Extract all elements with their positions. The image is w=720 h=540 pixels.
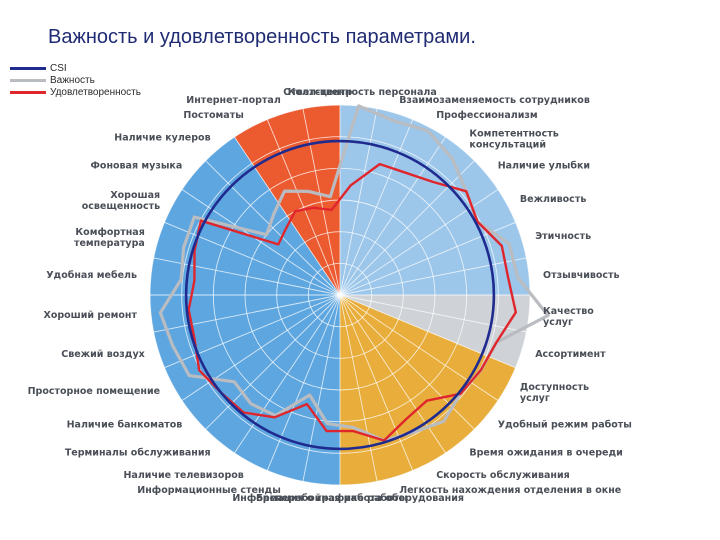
legend-item-csi: CSI (10, 62, 141, 74)
category-label-12: Удобный режим работы (498, 419, 632, 430)
grid-spoke-10 (339, 294, 527, 333)
grid-spoke-7 (339, 221, 516, 296)
category-label-14: Скорость обслуживания (436, 470, 570, 481)
grid-spoke-29 (205, 160, 341, 296)
grid-spoke-27 (164, 221, 341, 296)
chart-sector-5 (234, 105, 340, 295)
legend-label-importance: Важность (50, 74, 95, 86)
legend-label-satisfaction: Удовлетворенность (50, 86, 141, 98)
grid-spoke-8 (339, 257, 527, 296)
category-label-25: Удобная мебель (46, 270, 137, 281)
legend-item-satisfaction: Удовлетворенность (10, 86, 141, 98)
legend-item-importance: Важность (10, 74, 141, 86)
grid-spoke-19 (266, 294, 341, 471)
category-label-5: Наличие улыбки (498, 161, 590, 172)
series-line-csi (184, 139, 496, 451)
category-label-9: Качество услуг (543, 306, 594, 328)
category-label-28: Фоновая музыка (91, 161, 183, 172)
grid-spoke-28 (181, 189, 341, 296)
grid-spoke-4 (339, 136, 446, 296)
category-label-20: Терминалы обслуживания (65, 448, 211, 459)
category-label-10: Ассортимент (535, 349, 606, 360)
category-label-3: Профессионализм (436, 110, 537, 121)
category-label-21: Наличие банкоматов (67, 419, 183, 430)
grid-spoke-21 (205, 294, 341, 430)
category-label-8: Отзывчивость (543, 270, 620, 281)
category-label-13: Время ожидания в очереди (469, 448, 622, 459)
grid-spoke-32 (302, 108, 341, 296)
grid-spoke-16 (339, 294, 378, 482)
legend-swatch-importance (10, 78, 46, 82)
category-label-29: Наличие кулеров (114, 132, 210, 143)
category-label-32: Колл-центр (288, 87, 353, 98)
category-label-11: Доступность услуг (520, 382, 589, 404)
chart-sector-2 (340, 295, 530, 368)
grid-spoke-22 (181, 294, 341, 401)
category-label-31: Интернет-портал (186, 95, 281, 106)
legend: CSI Важность Удовлетворенность (10, 62, 141, 98)
category-label-30: Постоматы (183, 110, 243, 121)
category-label-15: Легкость нахождения отделения в окне (399, 485, 621, 496)
category-label-6: Вежливость (520, 194, 586, 205)
series-layer (158, 104, 550, 451)
grid-spoke-18 (302, 294, 341, 482)
grid-spoke-30 (234, 136, 341, 296)
category-label-19: Наличие телевизоров (123, 470, 243, 481)
grid-spoke-31 (266, 119, 341, 296)
category-label-27: Хорошая освещенность (82, 190, 160, 212)
category-label-layer: Ответственность персоналаВзаимозаменяемо… (28, 87, 632, 504)
grid-spoke-20 (234, 294, 341, 454)
category-label-18: Информационные стенды (137, 485, 281, 496)
series-line-satisfaction (187, 162, 517, 442)
grid-spoke-24 (153, 294, 341, 333)
grid-spoke-11 (339, 294, 516, 369)
category-label-7: Этичность (535, 231, 591, 242)
grid-spoke-5 (339, 160, 475, 296)
chart-title: Важность и удовлетворенность параметрами… (48, 26, 476, 48)
category-label-23: Свежий воздух (61, 349, 145, 360)
grid-layer (149, 104, 531, 486)
category-label-4: Компетентность консультаций (469, 128, 558, 150)
grid-spoke-15 (339, 294, 414, 471)
category-label-17: Информация о графике работы (232, 493, 407, 504)
category-label-24: Хороший ремонт (44, 310, 138, 321)
grid-spoke-3 (339, 119, 414, 296)
category-label-26: Комфортная температура (74, 227, 145, 249)
legend-swatch-csi (10, 66, 46, 70)
grid-spoke-23 (164, 294, 341, 369)
legend-label-csi: CSI (50, 62, 67, 74)
series-line-importance (158, 104, 550, 443)
category-label-1: Ответственность персонала (283, 87, 437, 98)
legend-swatch-satisfaction (10, 90, 46, 94)
category-label-22: Просторное помещение (28, 386, 161, 397)
category-label-2: Взаимозаменяемость сотрудников (399, 95, 590, 106)
category-label-16: Бесперебойная работа оборудования (256, 493, 464, 504)
chart-sector-3 (340, 295, 516, 485)
grid-spoke-2 (339, 108, 378, 296)
grid-spoke-26 (153, 257, 341, 296)
